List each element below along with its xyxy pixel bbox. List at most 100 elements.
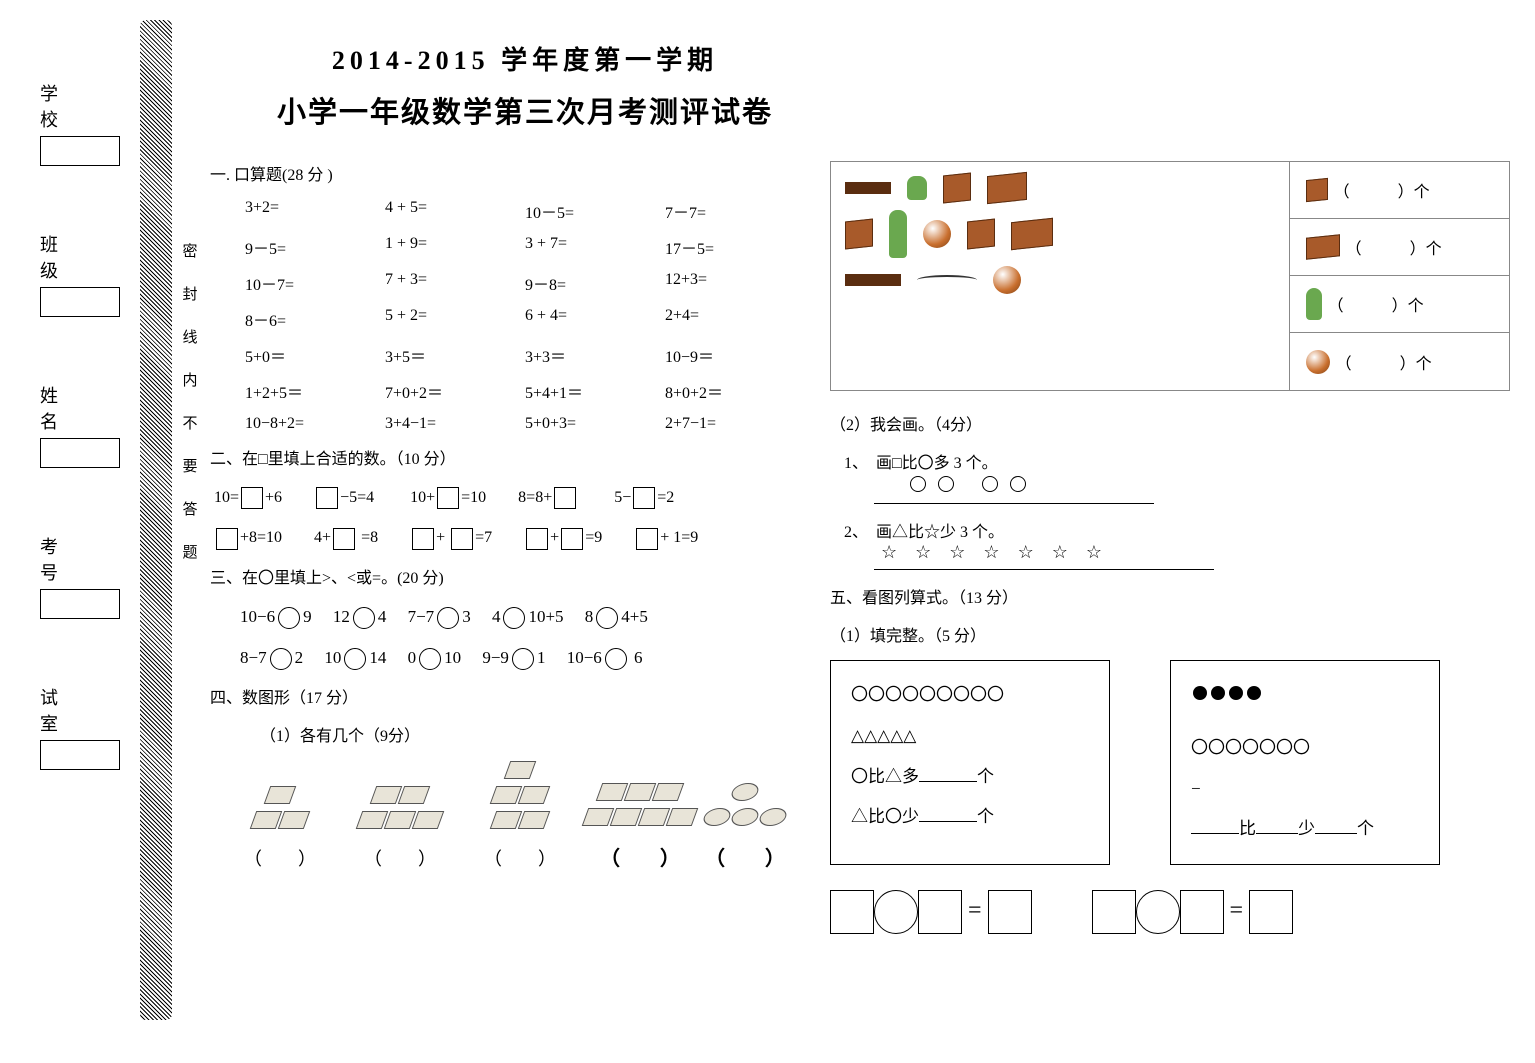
- blank-box[interactable]: [633, 487, 655, 509]
- answer-line[interactable]: [874, 503, 1154, 504]
- input-examno[interactable]: [40, 589, 120, 619]
- compare-circle[interactable]: [353, 607, 375, 629]
- cmp-left: 10−6: [240, 607, 275, 626]
- eq-box[interactable]: [830, 890, 874, 934]
- star-icon: ☆: [881, 542, 897, 562]
- text-frag: 2、 画△比☆少 3 个。: [844, 524, 1004, 541]
- blank-box[interactable]: [437, 487, 459, 509]
- sphere-icon: [1306, 350, 1330, 374]
- compare-circle[interactable]: [270, 648, 292, 670]
- seal-char: 线: [180, 326, 200, 347]
- count-blank[interactable]: （ ）个: [1336, 350, 1432, 374]
- dot-row: [1191, 675, 1419, 716]
- blank-line[interactable]: [1315, 816, 1357, 834]
- text-frag: 5−: [578, 489, 631, 506]
- blank-box[interactable]: [526, 528, 548, 550]
- paren-blank[interactable]: （ ）: [340, 845, 460, 871]
- draw-q2: 2、 画△比☆少 3 个。 ☆☆☆☆☆☆☆: [844, 518, 1510, 570]
- cmp-left: 10: [324, 648, 341, 667]
- side-name: 姓 名: [40, 382, 130, 468]
- text-frag: 比: [1239, 819, 1256, 838]
- page-content: 2014-2015 学年度第一学期 小学一年级数学第三次月考测评试卷 一. 口算…: [210, 40, 1510, 934]
- math-cell: 5 + 2=: [385, 307, 525, 331]
- section-4-heading: 四、数图形（17 分）: [210, 684, 810, 708]
- input-school[interactable]: [40, 136, 120, 166]
- cmp-right: 14: [369, 648, 407, 667]
- text-frag: +8=10 4+: [240, 529, 331, 546]
- label-room: 试 室: [40, 684, 130, 736]
- blank-line[interactable]: [1191, 816, 1239, 834]
- objects-area: [831, 162, 1290, 390]
- blank-line[interactable]: [919, 804, 977, 822]
- compare-circle[interactable]: [596, 607, 618, 629]
- eq-box[interactable]: [1092, 890, 1136, 934]
- eq-box[interactable]: [918, 890, 962, 934]
- input-name[interactable]: [40, 438, 120, 468]
- answer-line[interactable]: [874, 569, 1214, 570]
- star-icon: ☆: [1086, 542, 1102, 562]
- shape-count-row: （ ） （ ） （ ） （ ）: [220, 760, 810, 871]
- text-frag: =2: [657, 489, 674, 506]
- seal-char: 题: [180, 541, 200, 562]
- cmp-right: 4: [378, 607, 408, 626]
- math-cell: 5+0＝: [245, 343, 385, 367]
- text-frag: △比〇少: [851, 807, 919, 826]
- input-room[interactable]: [40, 740, 120, 770]
- cuboid-icon: [1306, 234, 1340, 260]
- star-icon: ☆: [983, 542, 999, 562]
- cuboid-icon: [845, 274, 901, 286]
- math-cell: 7 + 3=: [385, 271, 525, 295]
- compare-circle[interactable]: [512, 648, 534, 670]
- text-frag: =7: [475, 529, 524, 546]
- text-frag: 〇比△多: [851, 767, 919, 786]
- blank-line[interactable]: [919, 764, 977, 782]
- math-cell: 8+0+2＝: [665, 379, 805, 403]
- compare-circle[interactable]: [503, 607, 525, 629]
- sphere-icon: [923, 220, 951, 248]
- shape-group: （ ）: [700, 782, 790, 871]
- count-answer-column: （ ）个 （ ）个 （ ）个 （ ）个: [1290, 162, 1509, 390]
- draw-q1: 1、 画□比〇多 3 个。: [844, 449, 1510, 504]
- cmp-left: 12: [333, 607, 350, 626]
- text-frag: +6: [265, 489, 314, 506]
- paren-blank[interactable]: （ ）: [220, 845, 340, 871]
- shape-group: （ ）: [220, 785, 340, 871]
- eq-circle[interactable]: [874, 890, 918, 934]
- compare-circle[interactable]: [419, 648, 441, 670]
- blank-box[interactable]: [561, 528, 583, 550]
- blank-box[interactable]: [451, 528, 473, 550]
- blank-box[interactable]: [316, 487, 338, 509]
- math-cell: 3+2=: [245, 199, 385, 223]
- count-blank[interactable]: （ ）个: [1346, 235, 1442, 259]
- cmp-left: 7−7: [408, 607, 435, 626]
- blank-box[interactable]: [333, 528, 355, 550]
- cmp-right: 6: [630, 648, 660, 667]
- count-blank[interactable]: （ ）个: [1334, 178, 1430, 202]
- blank-box[interactable]: [412, 528, 434, 550]
- seal-char: 封: [180, 283, 200, 304]
- cmp-left: 10−6: [567, 648, 602, 667]
- paren-blank[interactable]: （ ）: [580, 842, 700, 871]
- eq-box[interactable]: [1249, 890, 1293, 934]
- text-frag: =10 8=8+: [461, 489, 552, 506]
- eq-box[interactable]: [988, 890, 1032, 934]
- count-blank[interactable]: （ ）个: [1328, 292, 1424, 316]
- blank-line[interactable]: [1256, 816, 1298, 834]
- eq-circle[interactable]: [1136, 890, 1180, 934]
- input-class[interactable]: [40, 287, 120, 317]
- compare-circle[interactable]: [605, 648, 627, 670]
- blank-box[interactable]: [241, 487, 263, 509]
- blank-box[interactable]: [554, 487, 576, 509]
- text-frag: + 1=9: [660, 529, 698, 546]
- compare-circle[interactable]: [278, 607, 300, 629]
- compare-circle[interactable]: [344, 648, 366, 670]
- paren-blank[interactable]: （ ）: [460, 845, 580, 871]
- compare-circle[interactable]: [437, 607, 459, 629]
- cuboid-icon: [987, 172, 1027, 204]
- blank-box[interactable]: [216, 528, 238, 550]
- dot-icon: [1247, 686, 1261, 700]
- cylinder-icon: [1306, 288, 1322, 320]
- paren-blank[interactable]: （ ）: [700, 842, 790, 871]
- blank-box[interactable]: [636, 528, 658, 550]
- eq-box[interactable]: [1180, 890, 1224, 934]
